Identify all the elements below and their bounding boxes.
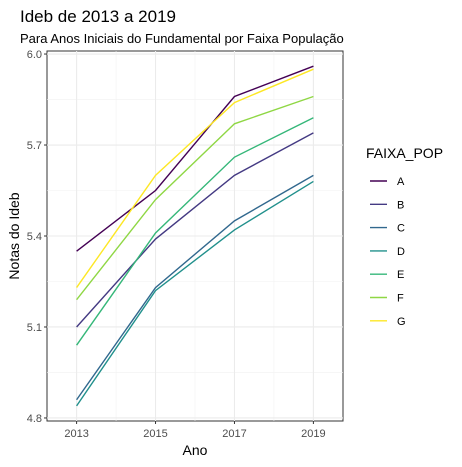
- legend-label-D: D: [397, 246, 405, 258]
- series-line-G: [76, 68, 314, 288]
- series-line-A: [76, 65, 314, 252]
- legend-title: FAIXA_POP: [366, 145, 443, 161]
- series-line-F: [76, 95, 314, 301]
- y-tick-label: 5.4: [27, 231, 42, 243]
- legend-label-B: B: [397, 199, 404, 211]
- legend-label-G: G: [397, 316, 406, 328]
- axis-ticks: 4.8 5.1 5.4 5.7 6.0 2013 2015 2017 2019: [27, 49, 326, 440]
- series-lines: [76, 65, 314, 407]
- y-tick-label: 6.0: [27, 49, 42, 61]
- legend-label-C: C: [397, 223, 405, 235]
- y-tick-label: 5.1: [27, 322, 42, 334]
- series-line-B: [76, 132, 314, 328]
- series-line-E: [76, 117, 314, 346]
- legend-label-E: E: [397, 269, 404, 281]
- x-tick-label: 2019: [301, 428, 325, 440]
- y-tick-label: 5.7: [27, 140, 42, 152]
- y-tick-label: 4.8: [27, 413, 42, 425]
- x-tick-label: 2013: [64, 428, 88, 440]
- x-axis-title: Ano: [183, 442, 208, 458]
- chart-title: Ideb de 2013 a 2019: [20, 7, 176, 26]
- series-line-C: [76, 174, 314, 401]
- y-axis-title: Notas do Ideb: [6, 192, 22, 279]
- legend-label-F: F: [397, 293, 404, 305]
- legend-label-A: A: [397, 176, 405, 188]
- chart-subtitle: Para Anos Iniciais do Fundamental por Fa…: [20, 31, 344, 46]
- series-line-D: [76, 180, 314, 407]
- x-tick-label: 2017: [222, 428, 246, 440]
- x-tick-label: 2015: [143, 428, 167, 440]
